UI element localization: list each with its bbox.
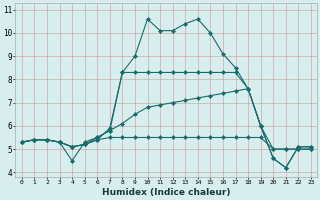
X-axis label: Humidex (Indice chaleur): Humidex (Indice chaleur) [102,188,231,197]
